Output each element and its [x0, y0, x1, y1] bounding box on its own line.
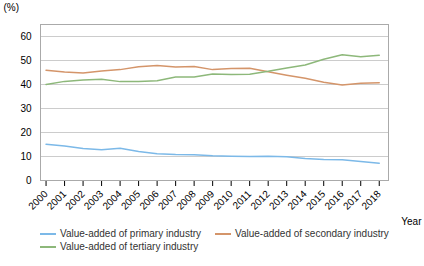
- svg-text:2002: 2002: [63, 188, 87, 212]
- svg-text:40: 40: [20, 79, 32, 90]
- svg-text:Year: Year: [401, 216, 422, 227]
- svg-text:2012: 2012: [248, 188, 272, 212]
- html-text:Value-added of secondary indus: Value-added of secondary industry: [235, 228, 389, 239]
- svg-text:2007: 2007: [156, 188, 180, 212]
- svg-text:2013: 2013: [267, 188, 291, 212]
- svg-text:2003: 2003: [82, 188, 106, 212]
- svg-text:2015: 2015: [304, 188, 328, 212]
- svg-text:30: 30: [20, 103, 32, 114]
- svg-text:2016: 2016: [322, 188, 346, 212]
- svg-text:2018: 2018: [359, 188, 383, 212]
- html-text:Value-added of tertiary indust: Value-added of tertiary industry: [60, 241, 199, 252]
- svg-text:2008: 2008: [174, 188, 198, 212]
- svg-text:2011: 2011: [230, 188, 253, 211]
- svg-text:10: 10: [20, 151, 32, 162]
- svg-text:(%): (%): [4, 2, 20, 13]
- svg-text:2009: 2009: [193, 188, 217, 212]
- html-text:Value-added of primary industr: Value-added of primary industry: [60, 228, 201, 239]
- svg-text:2001: 2001: [45, 188, 69, 212]
- svg-text:20: 20: [20, 127, 32, 138]
- svg-text:2010: 2010: [211, 188, 235, 212]
- svg-text:2005: 2005: [119, 188, 143, 212]
- svg-text:0: 0: [26, 175, 32, 186]
- svg-text:2000: 2000: [26, 188, 50, 212]
- svg-text:60: 60: [20, 31, 32, 42]
- svg-text:50: 50: [20, 55, 32, 66]
- svg-text:2014: 2014: [285, 188, 309, 212]
- svg-text:2017: 2017: [341, 188, 365, 212]
- svg-text:2006: 2006: [137, 188, 161, 212]
- svg-text:2004: 2004: [100, 188, 124, 212]
